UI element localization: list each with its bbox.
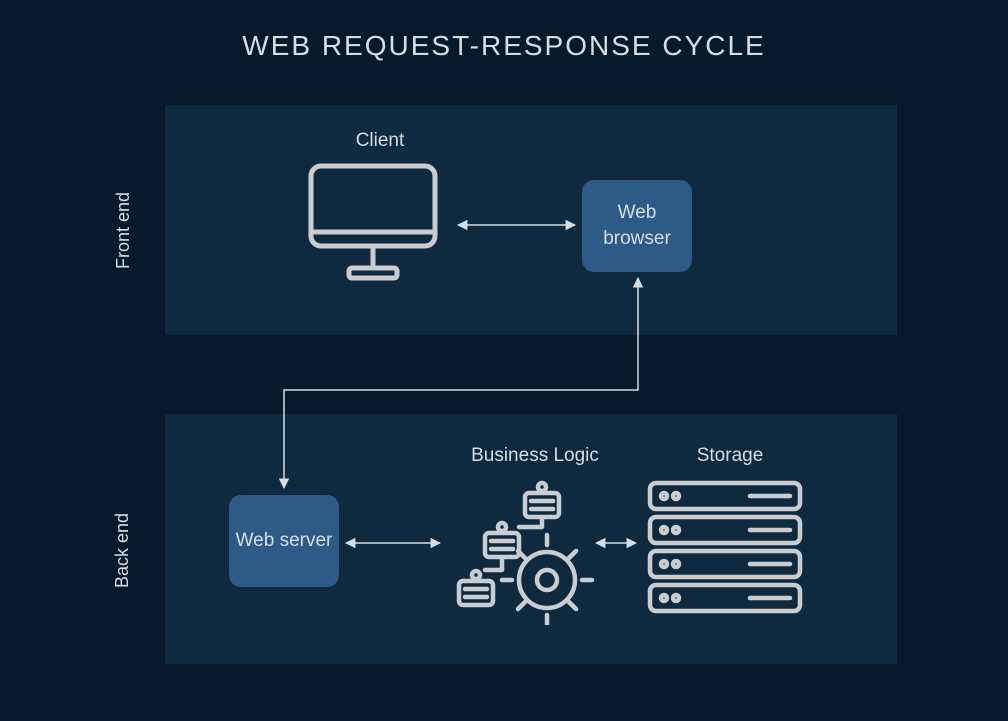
client-label: Client: [350, 130, 410, 152]
page-title: WEB REQUEST-RESPONSE CYCLE: [0, 30, 1008, 62]
frontend-label: Front end: [113, 192, 134, 269]
web-server-node: Web server: [229, 495, 339, 587]
server-icon: [640, 475, 810, 625]
business-logic-label: Business Logic: [460, 445, 610, 467]
monitor-icon: [303, 160, 443, 290]
web-browser-node: Web browser: [582, 180, 692, 272]
backend-label: Back end: [112, 513, 133, 588]
storage-label: Storage: [690, 445, 770, 467]
gear-icon: [447, 475, 597, 625]
frontend-panel: [165, 105, 897, 335]
